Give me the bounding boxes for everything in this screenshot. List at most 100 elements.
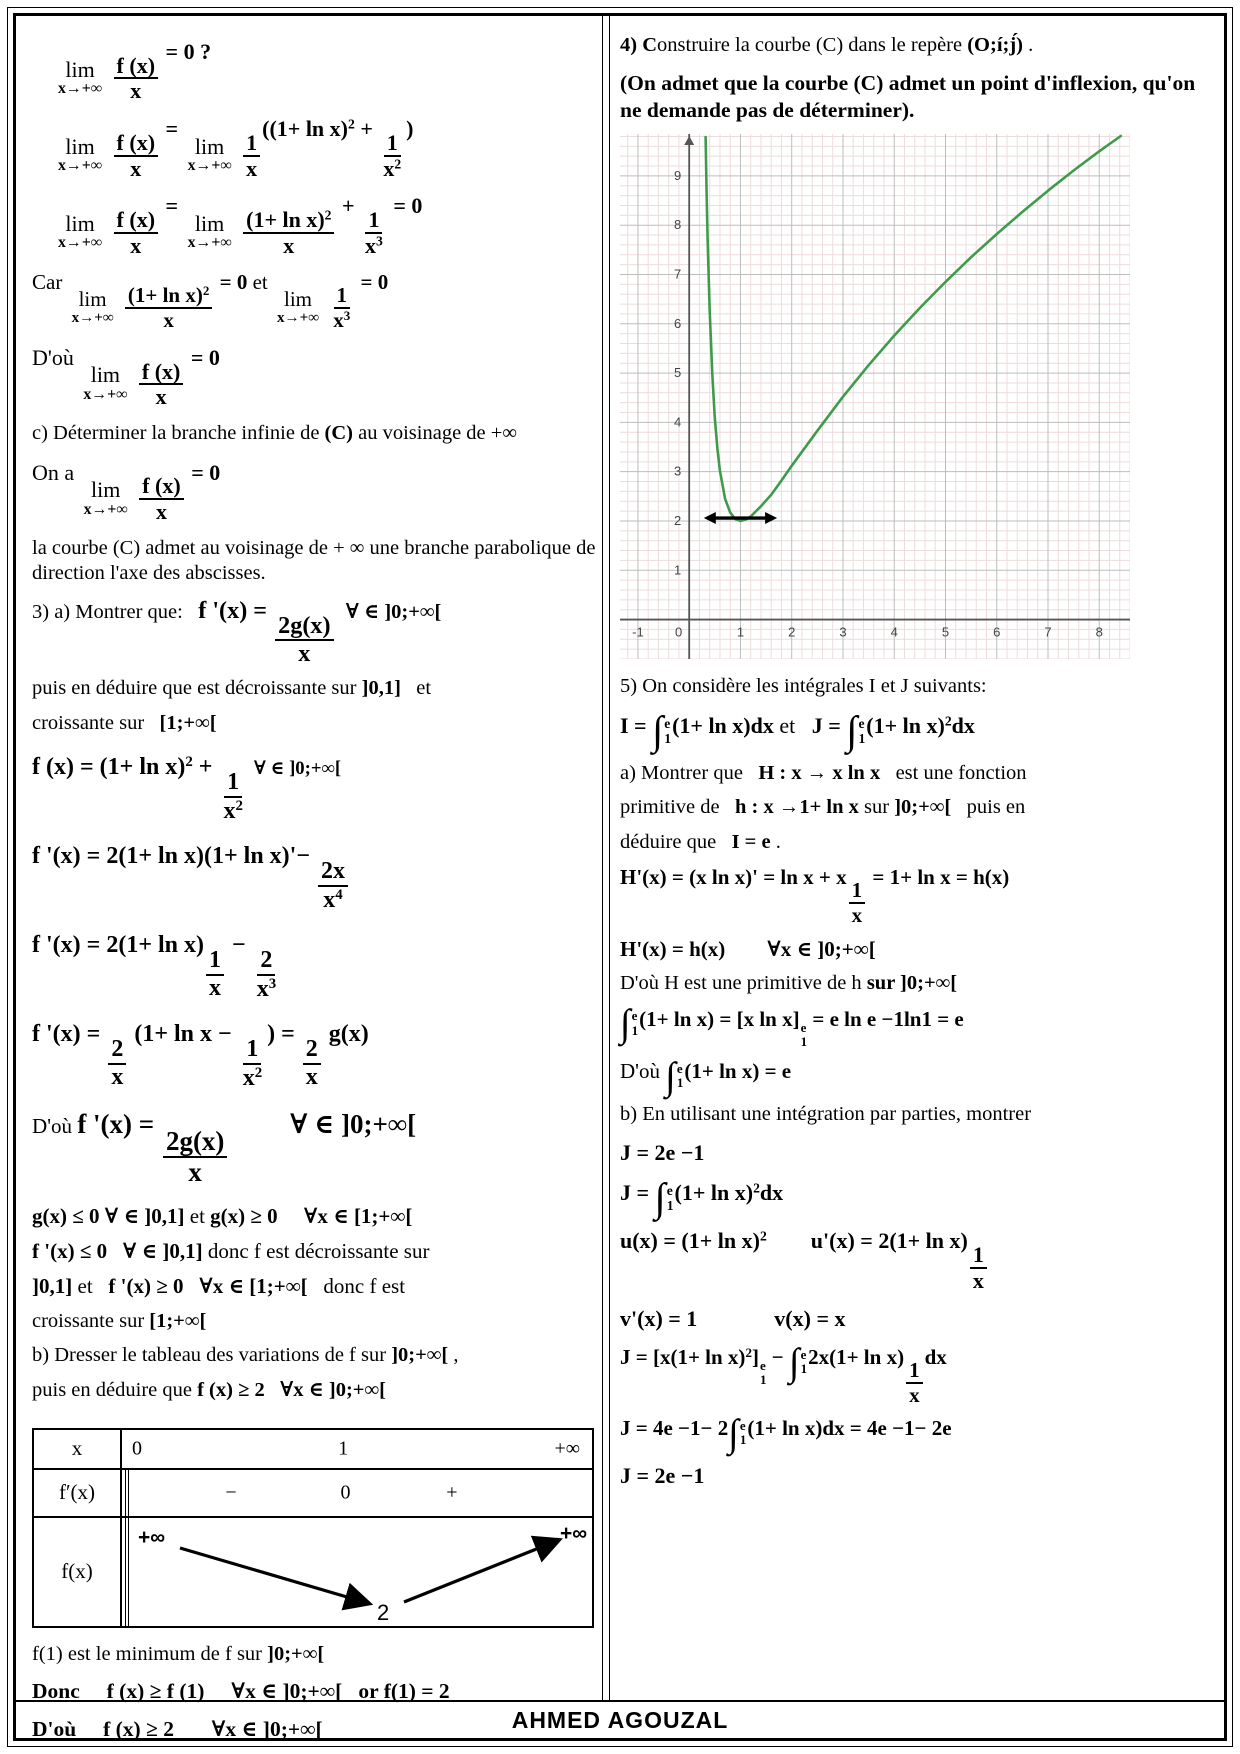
formula-line: J = ∫ e 1 (1+ ln x)2dx [620,1174,784,1220]
text-line: déduire que I = e . [620,830,781,853]
formula-line: g(x) ≤ 0 ∀ ∈ ]0,1] et g(x) ≥ 0 ∀x ∈ [1;+… [32,1203,413,1228]
min-arrow-right-head [765,512,778,525]
text-line: D'où f (x) ≥ 2 ∀x ∈ ]0;+∞[ [32,1717,323,1742]
inner-border: lim x→+∞ f (x) x = 0 ? lim x→+∞ f (x) x = li… [13,13,1227,1741]
sign-plus: + [446,1481,458,1504]
text-line: a) Montrer que H : x → x ln x est une fo… [620,761,1027,784]
text-line: 4) Construire la courbe (C) dans le repè… [620,34,1034,56]
formula-line: f '(x) ≤ 0 ∀ ∈ ]0,1] donc f est décroiss… [32,1239,430,1264]
y-tick-label: 7 [674,267,681,282]
x-tick-label: 2 [788,625,795,640]
x-value: 0 [132,1437,142,1460]
two-column-layout: lim x→+∞ f (x) x = 0 ? lim x→+∞ f (x) x = li… [16,16,1224,1741]
row-header-x: x [34,1429,122,1468]
variation-table: x 0 1 +∞ f′(x) − 0 + [32,1427,594,1628]
y-tick-label: 3 [674,464,681,479]
question5-solution: 5) On considère les intégrales I et J su… [620,674,1214,1489]
x-tick-label: 5 [942,625,949,640]
formula-line: D'où ∫ e 1 (1+ ln x) = e [620,1054,792,1098]
text-line: puis en déduire que f (x) ≥ 2 ∀x ∈ ]0;+∞… [32,1378,386,1401]
text-line: (On admet que la courbe (C) admet un poi… [620,70,1196,122]
x-tick-label: 0 [675,625,682,640]
x-value: +∞ [554,1437,580,1460]
x-tick-label: 3 [839,625,846,640]
formula-line: J = [x(1+ ln x)2] e 1 − ∫ e 1 2x(1+ ln x) 1 x dx [620,1340,947,1407]
formula-line: lim x→+∞ f (x) x = 0 ? [58,39,212,104]
y-tick-label: 6 [674,316,681,331]
function-graph: -1 0 1 2 3 4 5 6 7 8 1 2 3 4 5 6 7 8 9 [620,134,1131,660]
formula-line: f '(x) = 2(1+ ln x)(1+ ln x)'− 2x x4 [32,841,598,914]
f-minimum-value: 2 [377,1600,389,1625]
f-limit-left: +∞ [138,1526,165,1549]
left-solution-lines: lim x→+∞ f (x) x = 0 ? lim x→+∞ f (x) x = li… [32,38,598,1404]
formula-line: J = 2e −1 [620,1140,705,1166]
sign-minus: − [225,1481,237,1504]
y-tick-label: 2 [674,513,681,528]
text-line: la courbe (C) admet au voisinage de + ∞ … [32,536,596,585]
text-line: c) Déterminer la branche infinie de (C) … [32,422,517,445]
footer-band: AHMED AGOUZAL [16,1700,1224,1738]
formula-line: ∫ e 1 (1+ ln x) = [x ln x] e 1 = e ln e −1ln1… [620,1002,964,1049]
row-header-fprime: f′(x) [34,1469,122,1516]
x-tick-label: 1 [737,625,744,640]
curve-path [704,135,1123,523]
formula-line: D'où lim x→+∞ f (x) x = 0 [32,344,220,410]
formula-line: H'(x) = h(x) ∀x ∈ ]0;+∞[ [620,936,876,961]
formula-line: J = 2e −1 [620,1462,705,1488]
text-line: f(1) est le minimum de f sur ]0;+∞[ [32,1642,325,1665]
text-line: 3) a) Montrer que: f '(x) = 2g(x) x ∀ ∈ ]… [32,597,442,668]
formula-line: u(x) = (1+ ln x)2 u'(x) = 2(1+ ln x) 1 x [620,1227,1214,1292]
fprime-signs: − 0 + [122,1469,592,1516]
min-arrow-left-head [703,512,716,525]
text-line: croissante sur [1;+∞[ [32,1309,207,1332]
y-tick-label: 5 [674,365,681,380]
x-tick-label: 4 [891,625,898,640]
table-row-f: f(x) +∞ 2 [34,1517,592,1626]
text-line: croissante sur [1;+∞[ [32,711,217,734]
right-column: 4) Construire la courbe (C) dans le repè… [610,16,1224,1700]
f-limit-right: +∞ [560,1522,587,1545]
sign-zero: 0 [340,1481,351,1504]
formula-line: lim x→+∞ f (x) x = lim x→+∞ 1 x ((1+ ln x)2 +… [58,116,414,181]
table-row-fprime: f′(x) − 0 + [34,1469,592,1518]
formula-line: f (x) = (1+ ln x)2 + 1 x2 ∀ ∈ ]0;+∞[ [32,754,342,825]
formula-line: J = 4e −1− 2 ∫ e 1 (1+ ln x)dx = 4e −1− 2e [620,1411,952,1455]
formula-line: f '(x) = 2(1+ ln x) 1 x − 2 x3 [32,932,277,1003]
left-conclusion-lines: f(1) est le minimum de f sur ]0;+∞[ Donc … [32,1642,598,1743]
formula-line: On a lim x→+∞ f (x) x = 0 [32,459,221,525]
row-header-f: f(x) [34,1517,122,1626]
y-axis-arrow [684,136,695,146]
question4-header: 4) Construire la courbe (C) dans le repè… [620,33,1214,123]
text-line: puis en déduire que est décroissante sur… [32,677,432,700]
table-row-x: x 0 1 +∞ [34,1429,592,1470]
f-variations: +∞ 2 +∞ [122,1517,592,1626]
x-value: 1 [338,1437,349,1460]
x-tick-label: 7 [1044,625,1051,640]
increasing-arrow [403,1535,563,1604]
formula-line: Car lim x→+∞ (1+ ln x)2 x = 0 et lim x→+∞ 1… [32,270,389,333]
text-line: Donc f (x) ≥ f (1) ∀x ∈ ]0;+∞[ or f(1) =… [32,1679,450,1704]
x-tick-label: 8 [1096,625,1103,640]
y-tick-label: 9 [674,168,681,183]
text-line: b) Dresser le tableau des variations de … [32,1344,459,1367]
text-line: 5) On considère les intégrales I et J su… [620,675,987,698]
y-tick-label: 4 [674,415,681,430]
text-line: b) En utilisant une intégration par part… [620,1102,1032,1125]
formula-line: lim x→+∞ f (x) x = lim x→+∞ (1+ ln x)2 x + 1… [58,193,423,258]
y-tick-label: 1 [674,563,681,578]
y-tick-label: 8 [674,218,681,233]
x-tick-label: 6 [993,625,1000,640]
column-divider [602,16,610,1700]
text-line: primitive de h : x →1+ ln x sur ]0;+∞[ p… [620,796,1026,819]
formula-line: ]0,1] et f '(x) ≥ 0 ∀x ∈ [1;+∞[ donc f e… [32,1274,406,1299]
graph-panel: -1 0 1 2 3 4 5 6 7 8 1 2 3 4 5 6 7 8 9 [620,134,1214,664]
text-line: D'où H est une primitive de h sur ]0;+∞[ [620,972,958,995]
variation-arrows: +∞ 2 +∞ [138,1522,587,1625]
left-column: lim x→+∞ f (x) x = 0 ? lim x→+∞ f (x) x = li… [16,16,602,1741]
author-name: AHMED AGOUZAL [511,1706,729,1733]
x-values: 0 1 +∞ [122,1430,592,1468]
formula-line: D'où f '(x) = 2g(x) x ∀ ∈ ]0;+∞[ [32,1108,417,1187]
